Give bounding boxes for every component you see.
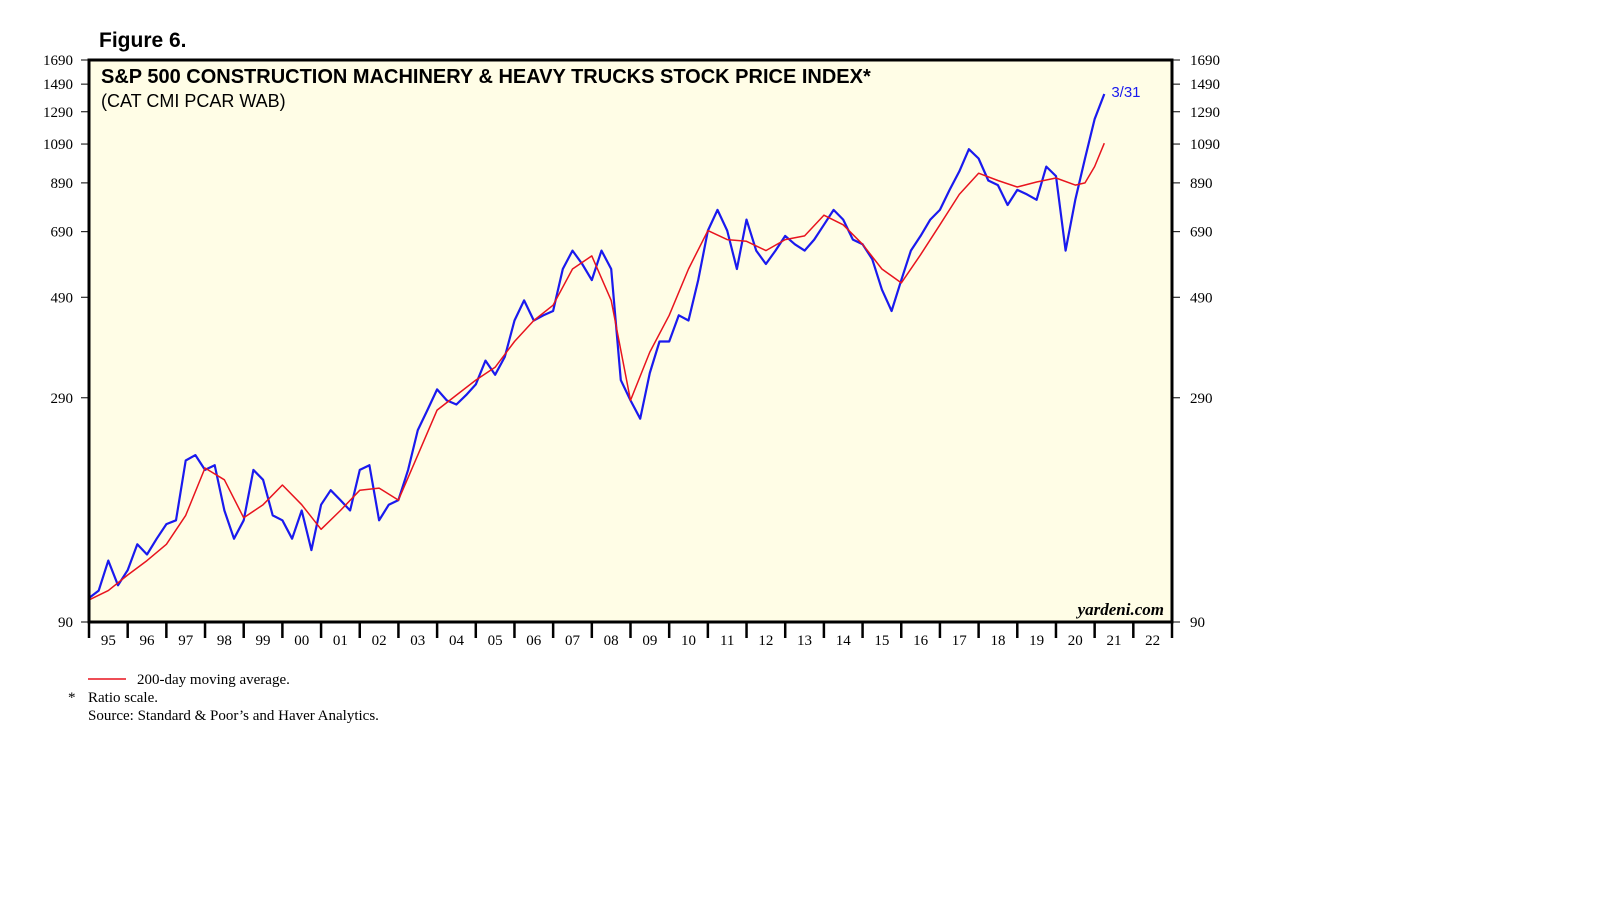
x-tick-label: 06	[526, 633, 542, 649]
annotation: 3/31	[1111, 84, 1140, 101]
note: Ratio scale.	[88, 690, 158, 706]
x-tick-label: 11	[720, 633, 734, 649]
y2-tick-label: 690	[1190, 225, 1213, 241]
x-tick-label: 09	[642, 633, 657, 649]
x-tick-label: 00	[294, 633, 309, 649]
figure-label: Figure 6.	[99, 29, 187, 52]
y2-tick-label: 1690	[1190, 53, 1220, 69]
y-tick-label: 290	[51, 391, 74, 407]
x-tick-label: 96	[140, 633, 156, 649]
y2-tick-label: 1490	[1190, 77, 1220, 93]
y-tick-label: 1690	[43, 53, 73, 69]
plot-background	[89, 60, 1172, 622]
y-tick-label: 1290	[43, 105, 73, 121]
chart-title: S&P 500 CONSTRUCTION MACHINERY & HEAVY T…	[101, 66, 871, 88]
x-tick-label: 18	[990, 633, 1005, 649]
watermark: yardeni.com	[1076, 600, 1164, 619]
x-tick-label: 97	[178, 633, 194, 649]
y-tick-label: 890	[51, 176, 74, 192]
y-tick-label: 1490	[43, 77, 73, 93]
y-tick-label: 490	[51, 290, 74, 306]
y2-tick-label: 90	[1190, 615, 1205, 631]
x-tick-label: 10	[681, 633, 696, 649]
y-tick-label: 1090	[43, 137, 73, 153]
legend-label: 200-day moving average.	[137, 672, 290, 688]
x-tick-label: 12	[758, 633, 773, 649]
x-tick-label: 21	[1106, 633, 1121, 649]
x-tick-label: 99	[256, 633, 271, 649]
y-tick-label: 690	[51, 225, 74, 241]
x-tick-label: 17	[952, 633, 968, 649]
x-tick-label: 98	[217, 633, 232, 649]
data-line	[88, 142, 1105, 601]
y2-tick-label: 290	[1190, 391, 1213, 407]
y-tick-label: 90	[58, 615, 73, 631]
x-tick-label: 15	[874, 633, 889, 649]
x-tick-label: 19	[1029, 633, 1044, 649]
x-tick-label: 01	[333, 633, 348, 649]
x-tick-label: 16	[913, 633, 929, 649]
x-tick-label: 95	[101, 633, 116, 649]
x-tick-label: 13	[797, 633, 812, 649]
x-tick-label: 22	[1145, 633, 1160, 649]
x-tick-label: 20	[1068, 633, 1083, 649]
y2-tick-label: 890	[1190, 176, 1213, 192]
footnote-marker: *	[68, 690, 76, 706]
x-tick-label: 08	[604, 633, 619, 649]
x-tick-label: 07	[565, 633, 581, 649]
plot-frame	[87, 58, 1174, 624]
y2-tick-label: 490	[1190, 290, 1213, 306]
y2-tick-label: 1290	[1190, 105, 1220, 121]
x-tick-label: 02	[372, 633, 387, 649]
note: Source: Standard & Poor’s and Haver Anal…	[88, 708, 379, 724]
x-tick-label: 05	[488, 633, 503, 649]
x-tick-label: 04	[449, 633, 465, 649]
x-tick-label: 14	[836, 633, 852, 649]
x-tick-label: 03	[410, 633, 425, 649]
chart-subtitle: (CAT CMI PCAR WAB)	[101, 91, 286, 111]
y2-tick-label: 1090	[1190, 137, 1220, 153]
